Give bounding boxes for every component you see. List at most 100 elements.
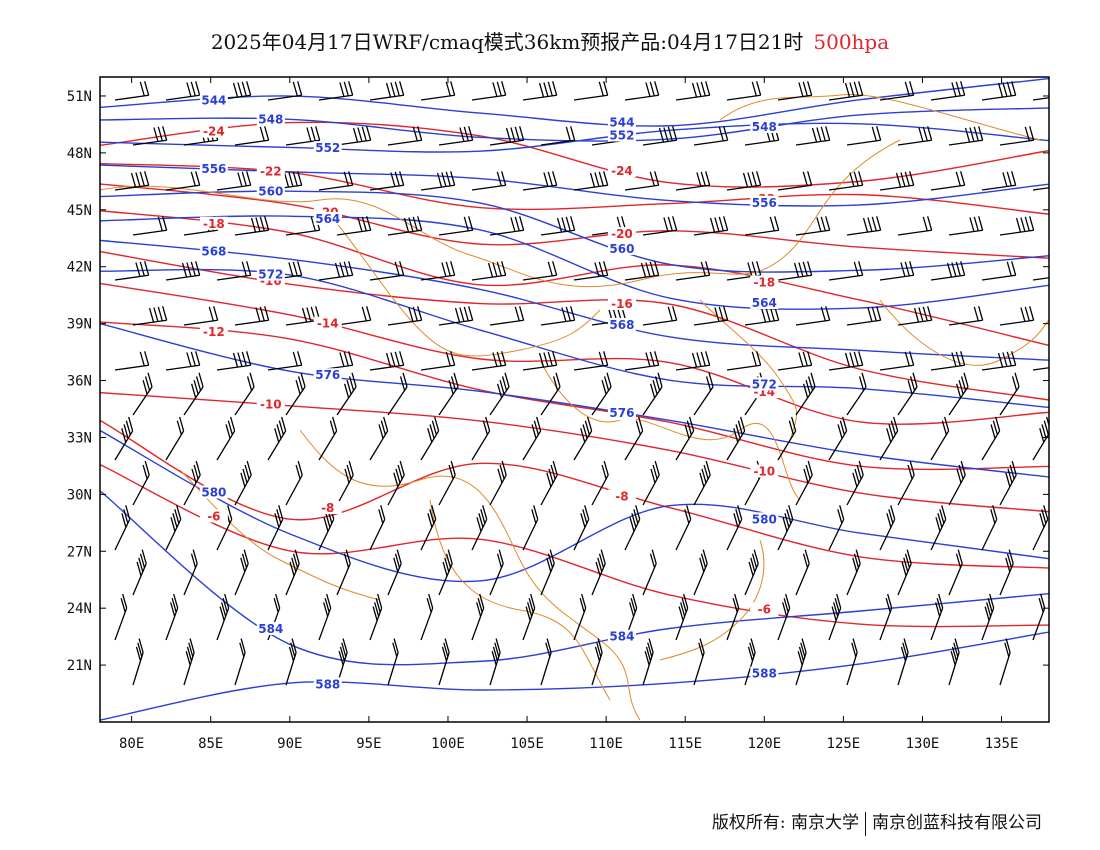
- barb-shaft: [624, 519, 641, 551]
- wind-barb: [879, 416, 899, 461]
- contour-label: 580: [752, 512, 777, 526]
- barb-feather: [1015, 217, 1022, 233]
- barb-feather: [190, 81, 196, 97]
- barb-feather: [142, 464, 148, 480]
- wind-barb: [336, 306, 372, 326]
- barb-feather: [323, 602, 329, 617]
- wind-barb: [336, 126, 372, 146]
- barb-shaft: [132, 563, 147, 596]
- barb-shaft: [675, 94, 710, 101]
- barb-shaft: [540, 652, 552, 686]
- wind-barb: [132, 549, 147, 596]
- barb-feather: [791, 416, 797, 432]
- barb-feather: [600, 549, 606, 564]
- wind-barb: [642, 216, 678, 236]
- wind-barb: [132, 460, 150, 506]
- barb-feather: [955, 383, 962, 398]
- barb-feather: [849, 172, 855, 187]
- barb-feather: [176, 505, 182, 520]
- barb-shaft: [879, 607, 893, 641]
- barb-feather: [1024, 306, 1030, 322]
- barb-shaft: [828, 274, 863, 281]
- contour-label: -8: [615, 490, 628, 504]
- barb-feather: [297, 351, 303, 366]
- wind-barb: [693, 638, 705, 686]
- barb-feather: [138, 557, 144, 572]
- barb-feather: [783, 598, 789, 613]
- barb-feather: [774, 216, 780, 231]
- barb-feather: [394, 261, 400, 277]
- wind-barb: [999, 216, 1035, 236]
- wind-barb: [846, 126, 882, 146]
- barb-feather: [190, 351, 196, 367]
- contour-label-bg: [313, 501, 342, 515]
- wind-barb: [999, 638, 1011, 686]
- barb-feather: [1011, 261, 1017, 276]
- wind-barb: [438, 306, 474, 326]
- lon-label: 85E: [198, 736, 223, 752]
- barb-feather: [632, 593, 638, 609]
- barb-shaft: [438, 139, 473, 146]
- barb-feather: [683, 593, 689, 609]
- barb-feather: [390, 82, 396, 97]
- barb-feather: [144, 460, 150, 476]
- barb-feather: [525, 606, 531, 621]
- barb-feather: [580, 428, 586, 443]
- barb-feather: [477, 598, 483, 613]
- barb-shaft: [591, 474, 609, 506]
- barb-feather: [259, 216, 265, 232]
- lon-label: 100E: [431, 736, 465, 752]
- barb-shaft: [420, 430, 440, 461]
- barb-shaft: [369, 519, 386, 551]
- barb-feather: [701, 468, 707, 484]
- barb-feather: [550, 464, 556, 480]
- barb-feather: [181, 262, 188, 278]
- barb-feather: [802, 261, 808, 277]
- contour-line: [100, 190, 1049, 273]
- barb-shaft: [318, 607, 332, 641]
- barb-feather: [496, 81, 502, 97]
- barb-feather: [241, 553, 248, 568]
- barb-feather: [348, 376, 355, 391]
- barb-feather: [547, 553, 554, 568]
- contour-label: 544: [609, 116, 634, 130]
- wind-barb: [216, 593, 230, 641]
- barb-feather: [329, 420, 335, 435]
- wind-barb: [165, 593, 179, 641]
- wind-barb: [930, 81, 966, 101]
- barb-shaft: [897, 652, 909, 686]
- barb-shaft: [522, 607, 536, 641]
- barb-feather: [412, 216, 418, 232]
- lon-label: 135E: [985, 736, 1019, 752]
- barb-feather: [906, 549, 912, 564]
- barb-feather: [1002, 352, 1008, 367]
- barb-shaft: [573, 274, 608, 281]
- barb-feather: [904, 351, 910, 367]
- barb-shaft: [234, 386, 255, 416]
- barb-feather: [939, 509, 945, 524]
- barb-shaft: [387, 139, 422, 146]
- barb-feather: [955, 351, 961, 367]
- border-line: [879, 299, 1049, 366]
- barb-feather: [240, 472, 246, 487]
- wind-barb: [828, 81, 864, 101]
- barb-shaft: [981, 430, 1001, 461]
- barb-feather: [357, 127, 363, 142]
- wind-barb: [624, 261, 660, 281]
- barb-feather: [890, 420, 896, 435]
- barb-feather: [784, 513, 790, 528]
- barb-feather: [904, 81, 910, 97]
- barb-feather: [538, 82, 545, 98]
- barb-feather: [499, 464, 505, 480]
- barb-feather: [900, 646, 907, 662]
- barb-feather: [733, 428, 739, 443]
- barb-feather: [1002, 82, 1008, 97]
- barb-shaft: [846, 474, 864, 506]
- wind-barb: [336, 216, 372, 236]
- barb-shaft: [999, 139, 1034, 146]
- wind-barb: [777, 593, 791, 641]
- barb-feather: [667, 126, 673, 142]
- contour-label-bg: [607, 227, 636, 241]
- barb-shaft: [846, 563, 861, 596]
- barb-feather: [157, 126, 163, 142]
